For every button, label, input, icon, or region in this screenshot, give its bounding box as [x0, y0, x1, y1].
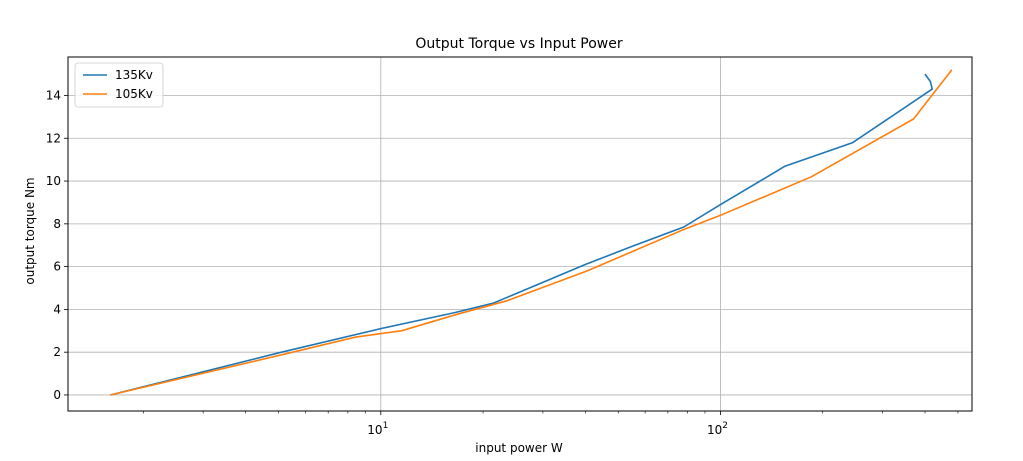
grid: [68, 57, 972, 411]
y-tick-label: 2: [53, 345, 61, 359]
y-tick-label: 8: [53, 217, 61, 231]
x-axis-label: input power W: [475, 441, 563, 455]
legend-label: 105Kv: [115, 87, 153, 101]
chart-title: Output Torque vs Input Power: [415, 36, 622, 52]
y-tick-label: 0: [53, 388, 61, 402]
y-tick-label: 10: [46, 174, 61, 188]
y-tick-label: 4: [53, 302, 61, 316]
legend-box: [74, 62, 164, 108]
series-line-135kv: [110, 73, 934, 396]
legend: 135Kv 105Kv: [74, 62, 164, 108]
y-tick-label: 14: [46, 89, 61, 103]
y-axis-label: output torque Nm: [23, 177, 37, 284]
y-tick-label: 6: [53, 260, 61, 274]
plot-frame: [67, 56, 973, 412]
series-lines: [110, 69, 953, 396]
series-line-105kv: [110, 69, 953, 396]
y-axis-ticks: 0 2 4 6 8 10 12 14: [46, 89, 68, 402]
legend-label: 135Kv: [115, 68, 153, 82]
y-tick-label: 12: [46, 131, 61, 145]
